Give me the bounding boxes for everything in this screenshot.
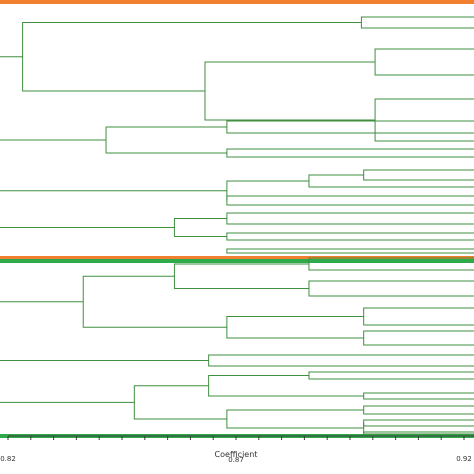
merge-node	[308, 280, 474, 297]
branch-link	[363, 405, 474, 415]
branch-link	[226, 316, 364, 339]
branch-link	[363, 330, 474, 346]
branch-link	[173, 218, 227, 237]
merge-node	[226, 212, 474, 225]
merge-node	[204, 61, 376, 121]
branch-link	[226, 248, 474, 254]
merge-node	[363, 330, 474, 346]
merge-node	[363, 431, 474, 435]
merge-node	[105, 126, 227, 154]
merge-node	[308, 174, 474, 188]
branch-link	[105, 126, 227, 154]
cluster-band-middle-green	[0, 259, 474, 263]
branch-link	[363, 169, 474, 181]
merge-node	[363, 307, 474, 326]
branch-link	[363, 307, 474, 326]
branch-link	[208, 354, 474, 367]
branch-link	[308, 371, 474, 380]
merge-node	[173, 263, 309, 289]
branch-link	[226, 148, 474, 158]
branch-link	[173, 263, 309, 289]
branch-link	[226, 180, 309, 201]
branch-link	[308, 174, 474, 188]
branch-link	[226, 232, 474, 241]
merge-node	[208, 354, 474, 367]
merge-node	[308, 371, 474, 380]
merge-node	[22, 22, 362, 92]
merge-node	[226, 232, 474, 241]
x-tick-label-0: 0.82	[0, 455, 16, 463]
dendrogram-branches	[0, 16, 474, 435]
merge-node	[374, 48, 474, 76]
merge-node	[363, 392, 474, 400]
merge-node	[226, 180, 309, 201]
merge-node	[226, 195, 474, 206]
merge-node	[363, 405, 474, 415]
branch-link	[363, 392, 474, 400]
branch-link	[226, 212, 474, 225]
merge-node	[360, 16, 474, 29]
x-tick-label-2: 0.92	[456, 455, 472, 463]
merge-node	[363, 169, 474, 181]
branch-link	[363, 431, 474, 435]
cluster-band-top-orange	[0, 0, 474, 4]
merge-node	[226, 120, 474, 134]
cluster-band-middle-orange	[0, 256, 474, 260]
merge-node	[363, 419, 474, 427]
branch-link	[374, 98, 474, 142]
merge-node	[226, 316, 364, 339]
x-axis-ticks	[7, 436, 465, 440]
branch-link	[226, 195, 474, 206]
x-axis-title: Coefficient	[215, 450, 258, 459]
branch-link	[360, 16, 474, 29]
branch-link	[226, 120, 474, 134]
merge-node	[226, 409, 364, 429]
merge-node	[82, 275, 227, 328]
branch-link	[82, 275, 227, 328]
merge-node	[374, 98, 474, 142]
merge-node	[226, 248, 474, 254]
x-axis: 0.82 0.87 0.92 Coefficient	[0, 435, 474, 464]
branch-link	[374, 48, 474, 76]
merge-node	[226, 148, 474, 158]
merge-node	[173, 218, 227, 237]
branch-link	[363, 419, 474, 427]
branch-link	[308, 280, 474, 297]
branch-link	[226, 409, 364, 429]
branch-link	[22, 22, 362, 92]
x-tick-label-1: 0.87	[228, 456, 244, 464]
branch-link	[204, 61, 376, 121]
merge-node	[133, 385, 227, 420]
branch-link	[133, 385, 227, 420]
